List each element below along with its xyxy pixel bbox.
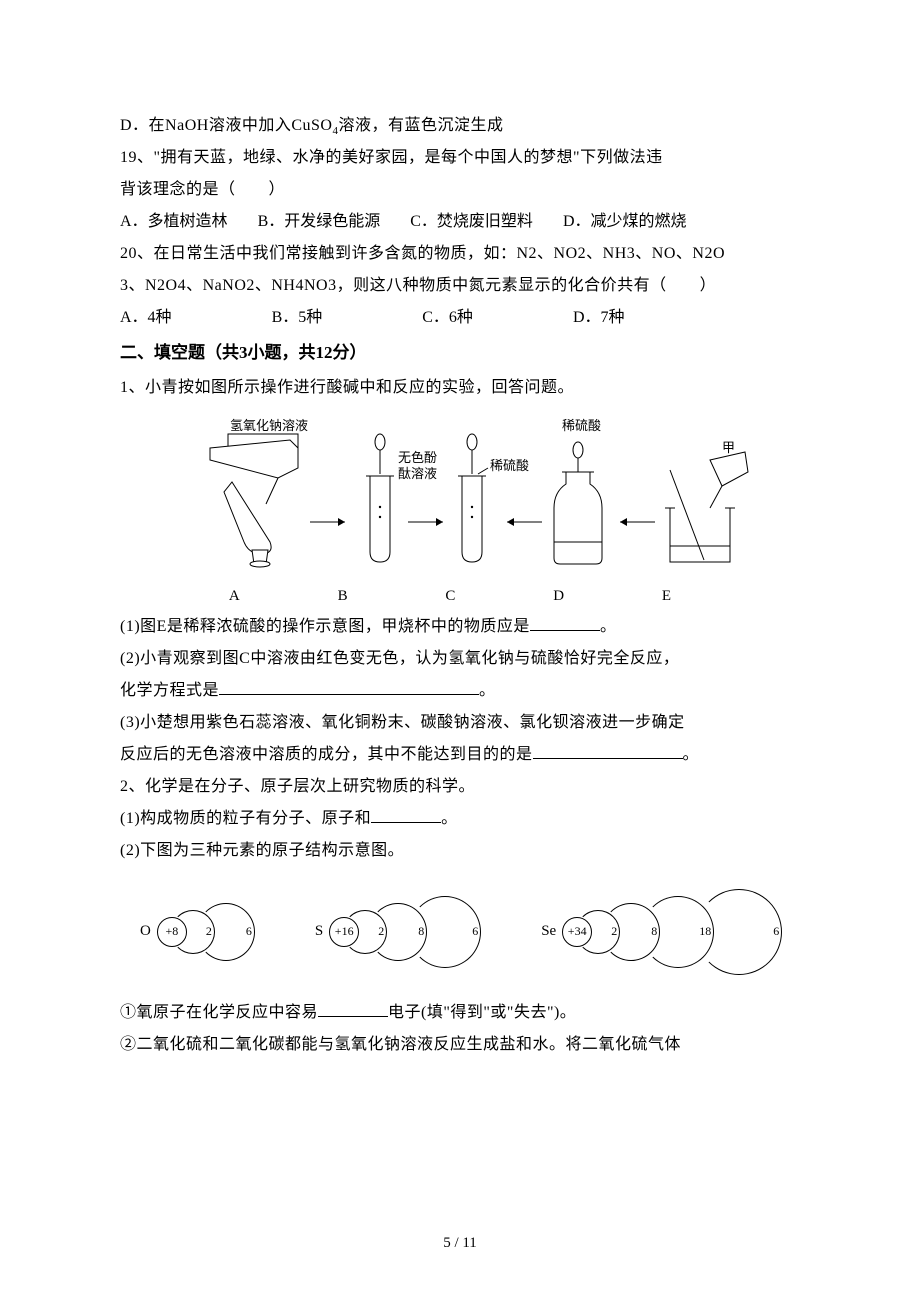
col-b: B <box>338 588 348 605</box>
f2-p1b: 。 <box>441 810 458 827</box>
f1-part2b: 化学方程式是 。 <box>120 675 800 707</box>
f1-p2c: 。 <box>479 682 496 699</box>
f2-q1a: ①氧原子在化学反应中容易 <box>120 1004 318 1021</box>
f2-part1: (1)构成物质的粒子有分子、原子和 。 <box>120 803 800 835</box>
f2-stem: 2、化学是在分子、原子层次上研究物质的科学。 <box>120 771 800 803</box>
atom-se: Se +34 2 8 18 6 <box>541 889 782 975</box>
apparatus-d: 稀硫酸 <box>554 418 602 564</box>
q19-opt-d: D．减少煤的燃烧 <box>563 206 687 238</box>
blank-f1-1 <box>530 615 600 631</box>
f2-part2: (2)下图为三种元素的原子结构示意图。 <box>120 835 800 867</box>
label-phenol-1: 无色酚 <box>398 450 437 465</box>
f1-part2a: (2)小青观察到图C中溶液由红色变无色，认为氢氧化钠与硫酸恰好完全反应， <box>120 643 800 675</box>
arrow-d-c <box>507 518 542 526</box>
label-dilute-acid-c: 稀硫酸 <box>490 458 529 473</box>
q19-stem-1: 19、"拥有天蓝，地绿、水净的美好家园，是每个中国人的梦想"下列做法违 <box>120 142 800 174</box>
f1-p3c: 。 <box>683 746 700 763</box>
experiment-col-labels: A B C D E <box>180 588 720 605</box>
page-footer: 5 / 11 <box>0 1235 920 1252</box>
q18-option-d: D．在NaOH溶液中加入CuSO4溶液，有蓝色沉淀生成 <box>120 110 800 142</box>
q20-stem-1: 20、在日常生活中我们常接触到许多含氮的物质，如：N2、NO2、NH3、NO、N… <box>120 238 800 270</box>
arrow-b-c <box>408 518 443 526</box>
apparatus-a: 氢氧化钠溶液 <box>210 418 308 567</box>
q19-opt-b: B．开发绿色能源 <box>258 206 381 238</box>
q20-opt-d: D．7种 <box>573 302 625 334</box>
label-dilute-acid-d: 稀硫酸 <box>562 418 601 433</box>
col-d: D <box>553 588 564 605</box>
atom-s-shell-3: 6 <box>409 896 481 968</box>
atom-diagrams: O +8 2 6 S +16 2 8 6 Se +34 2 8 18 6 <box>140 889 800 975</box>
q19-options: A．多植树造林 B．开发绿色能源 C．焚烧废旧塑料 D．减少煤的燃烧 <box>120 206 800 238</box>
q19-opt-c: C．焚烧废旧塑料 <box>410 206 533 238</box>
f2-p1a: (1)构成物质的粒子有分子、原子和 <box>120 810 371 827</box>
f2-q2: ②二氧化硫和二氧化碳都能与氢氧化钠溶液反应生成盐和水。将二氧化硫气体 <box>120 1029 800 1061</box>
col-a: A <box>229 588 240 605</box>
experiment-diagram: 氢氧化钠溶液 无色酚 酞溶液 稀硫酸 <box>170 412 750 582</box>
f1-p2b: 化学方程式是 <box>120 682 219 699</box>
section-2-heading: 二、填空题（共3小题，共12分） <box>120 334 800 371</box>
f1-p1a: (1)图E是稀释浓硫酸的操作示意图，甲烧杯中的物质应是 <box>120 618 530 635</box>
blank-f1-3 <box>533 743 683 759</box>
q20-opt-b: B．5种 <box>272 302 323 334</box>
q19-stem-2: 背该理念的是（ ） <box>120 174 800 206</box>
f2-q1: ①氧原子在化学反应中容易 电子(填"得到"或"失去")。 <box>120 997 800 1029</box>
label-jia: 甲 <box>722 440 735 455</box>
q20-stem-2: 3、N2O4、NaNO2、NH4NO3，则这八种物质中氮元素显示的化合价共有（ … <box>120 270 800 302</box>
f1-part3a: (3)小楚想用紫色石蕊溶液、氧化铜粉末、碳酸钠溶液、氯化钡溶液进一步确定 <box>120 707 800 739</box>
atom-se-label: Se <box>541 923 556 940</box>
label-phenol-2: 酞溶液 <box>398 466 437 481</box>
apparatus-b: 无色酚 酞溶液 <box>366 434 437 562</box>
arrow-e-d <box>620 518 655 526</box>
f1-p1b: 。 <box>600 618 617 635</box>
blank-f2-q1 <box>318 1001 388 1017</box>
blank-f2-1 <box>371 807 441 823</box>
f1-p3b: 反应后的无色溶液中溶质的成分，其中不能达到目的的是 <box>120 746 533 763</box>
q20-options: A．4种 B．5种 C．6种 D．7种 <box>120 302 800 334</box>
atom-o-shell-2: 6 <box>197 903 255 961</box>
apparatus-c: 稀硫酸 <box>458 434 529 562</box>
blank-f1-2 <box>219 679 479 695</box>
q19-opt-a: A．多植树造林 <box>120 206 228 238</box>
col-c: C <box>445 588 455 605</box>
atom-o-label: O <box>140 923 151 940</box>
atom-o: O +8 2 6 <box>140 903 255 961</box>
f1-stem: 1、小青按如图所示操作进行酸碱中和反应的实验，回答问题。 <box>120 372 800 404</box>
q18d-text: D．在NaOH溶液中加入CuSO <box>120 117 332 134</box>
q18d-tail: 溶液，有蓝色沉淀生成 <box>338 117 503 134</box>
col-e: E <box>662 588 671 605</box>
q20-opt-c: C．6种 <box>422 302 473 334</box>
label-naoh: 氢氧化钠溶液 <box>230 418 308 433</box>
q20-opt-a: A．4种 <box>120 302 172 334</box>
apparatus-e: 甲 <box>665 440 748 562</box>
atom-se-shell-4: 6 <box>696 889 782 975</box>
atom-s-label: S <box>315 923 323 940</box>
arrow-a-b <box>310 518 345 526</box>
f1-part1: (1)图E是稀释浓硫酸的操作示意图，甲烧杯中的物质应是 。 <box>120 611 800 643</box>
f1-part3b: 反应后的无色溶液中溶质的成分，其中不能达到目的的是 。 <box>120 739 800 771</box>
f2-q1b: 电子(填"得到"或"失去")。 <box>388 1004 576 1021</box>
atom-s: S +16 2 8 6 <box>315 896 481 968</box>
